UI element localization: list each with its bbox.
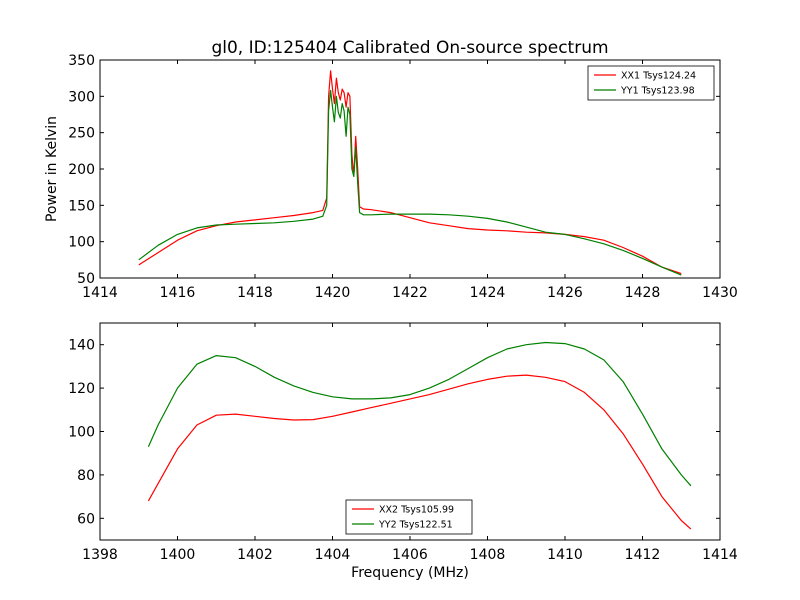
x-tick-label: 1412 [625, 547, 661, 563]
x-tick-label: 1414 [702, 547, 738, 563]
y-tick-label: 300 [68, 89, 95, 105]
y-tick-label: 200 [68, 162, 95, 178]
legend-box [587, 65, 715, 101]
x-tick-label: 1422 [392, 285, 428, 301]
x-tick-label: 1424 [470, 285, 506, 301]
x-tick-label: 1406 [392, 547, 428, 563]
x-tick-label: 1428 [625, 285, 661, 301]
legend-entry: YY1 Tsys123.98 [620, 86, 695, 97]
x-tick-label: 1418 [237, 285, 273, 301]
x-tick-label: 1404 [315, 547, 351, 563]
x-tick-label: 1398 [82, 547, 118, 563]
y-tick-label: 150 [68, 198, 95, 214]
x-tick-label: 1420 [315, 285, 351, 301]
series-line-2 [147, 341, 692, 487]
x-tick-label: 1416 [160, 285, 196, 301]
chart-title: gl0, ID:125404 Calibrated On-source spec… [211, 38, 608, 58]
legend-entry: XX2 Tsys105.99 [379, 505, 454, 516]
x-axis-label: Frequency (MHz) [351, 565, 469, 581]
series-line-2 [138, 89, 682, 276]
y-tick-label: 80 [77, 468, 95, 484]
x-tick-label: 1430 [702, 285, 738, 301]
x-tick-label: 1408 [470, 547, 506, 563]
y-tick-label: 50 [77, 271, 95, 287]
y-tick-label: 250 [68, 126, 95, 142]
y-tick-label: 120 [68, 381, 95, 397]
y-tick-label: 350 [68, 53, 95, 69]
x-tick-label: 1402 [237, 547, 273, 563]
top-panel: 1414 1416 1418 1420 1422 1424 1426 1428 1430 50 10… [44, 53, 738, 301]
x-tick-label: 1400 [160, 547, 196, 563]
y-axis-label: Power in Kelvin [44, 116, 60, 222]
y-tick-label: 100 [68, 235, 95, 251]
bottom-panel: 1398 1400 1402 1404 1406 1408 1410 1412 1414 60 80… [68, 322, 738, 563]
y-tick-label: 100 [68, 425, 95, 441]
series-line-1 [138, 70, 682, 275]
x-tick-label: 1414 [82, 285, 118, 301]
x-tick-label: 1410 [547, 547, 583, 563]
legend-box [345, 499, 473, 535]
legend-entry: XX1 Tsys124.24 [621, 71, 696, 82]
series-line-1 [147, 374, 692, 530]
legend-entry: YY2 Tsys122.51 [378, 520, 453, 531]
y-tick-label: 60 [77, 511, 95, 527]
y-tick-label: 140 [68, 338, 95, 354]
x-tick-label: 1426 [547, 285, 583, 301]
